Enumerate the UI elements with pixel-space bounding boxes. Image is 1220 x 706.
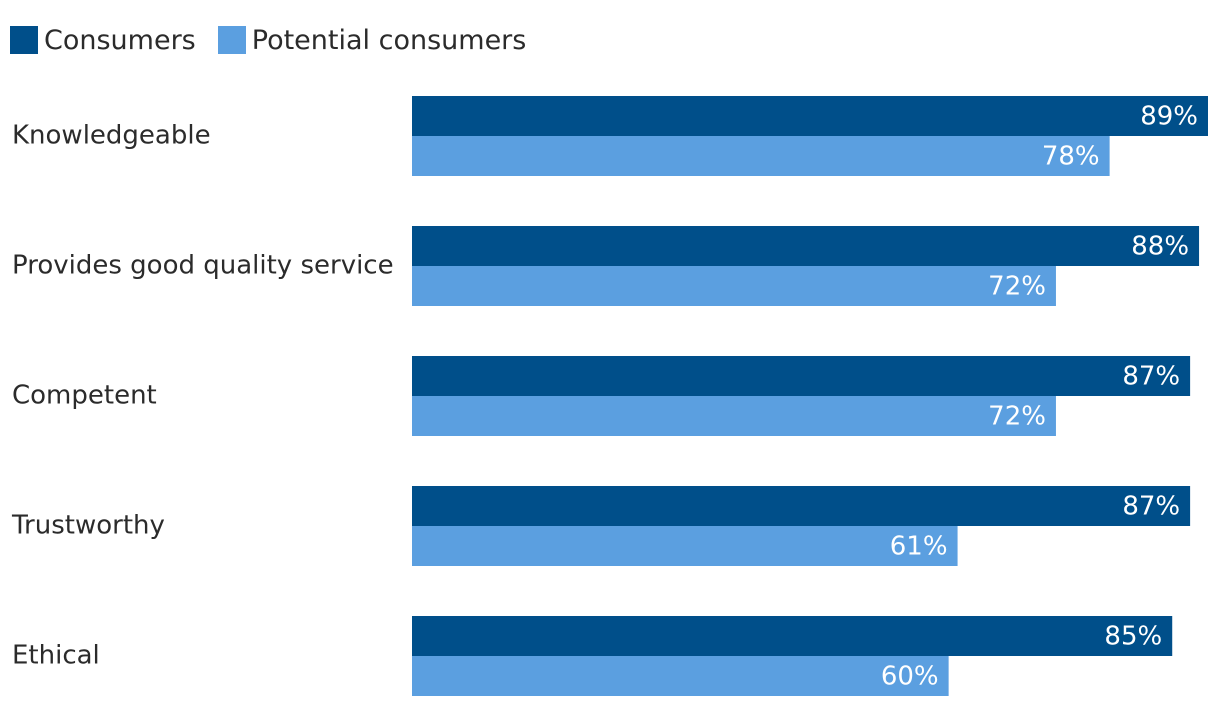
bar-potential-consumers-provides-good-quality-service — [412, 266, 1056, 306]
bar-consumers-provides-good-quality-service — [412, 226, 1200, 266]
value-label-consumers-provides-good-quality-service: 88% — [1131, 232, 1189, 262]
bar-potential-consumers-competent — [412, 396, 1056, 436]
value-label-consumers-competent: 87% — [1122, 362, 1180, 392]
category-label-trustworthy: Trustworthy — [11, 511, 165, 541]
legend-label-consumers: Consumers — [44, 24, 196, 56]
bar-potential-consumers-knowledgeable — [412, 136, 1110, 176]
bar-potential-consumers-ethical — [412, 656, 949, 696]
value-label-consumers-ethical: 85% — [1104, 622, 1162, 652]
legend-item-potential-consumers: Potential consumers — [217, 24, 527, 56]
bar-potential-consumers-trustworthy — [412, 526, 958, 566]
value-label-consumers-knowledgeable: 89% — [1140, 102, 1198, 132]
bar-consumers-knowledgeable — [412, 96, 1208, 136]
category-label-provides-good-quality-service: Provides good quality service — [12, 251, 394, 281]
value-label-consumers-trustworthy: 87% — [1122, 492, 1180, 522]
bar-consumers-trustworthy — [412, 486, 1191, 526]
value-label-potential-consumers-trustworthy: 61% — [890, 532, 948, 562]
bar-consumers-competent — [412, 356, 1191, 396]
legend-item-consumers: Consumers — [10, 25, 196, 56]
value-label-potential-consumers-knowledgeable: 78% — [1042, 142, 1100, 172]
value-label-potential-consumers-ethical: 60% — [881, 662, 939, 692]
legend-swatch-consumers — [10, 26, 38, 54]
legend-swatch-potential-consumers — [217, 26, 246, 54]
bar-consumers-ethical — [412, 616, 1173, 656]
legend-label-potential-consumers: Potential consumers — [251, 24, 527, 56]
value-label-potential-consumers-competent: 72% — [988, 402, 1046, 432]
category-label-knowledgeable: Knowledgeable — [12, 121, 211, 151]
category-label-ethical: Ethical — [12, 641, 100, 671]
category-label-competent: Competent — [12, 381, 157, 411]
legend: Consumers Potential consumers — [10, 22, 548, 58]
value-label-potential-consumers-provides-good-quality-service: 72% — [988, 272, 1046, 302]
